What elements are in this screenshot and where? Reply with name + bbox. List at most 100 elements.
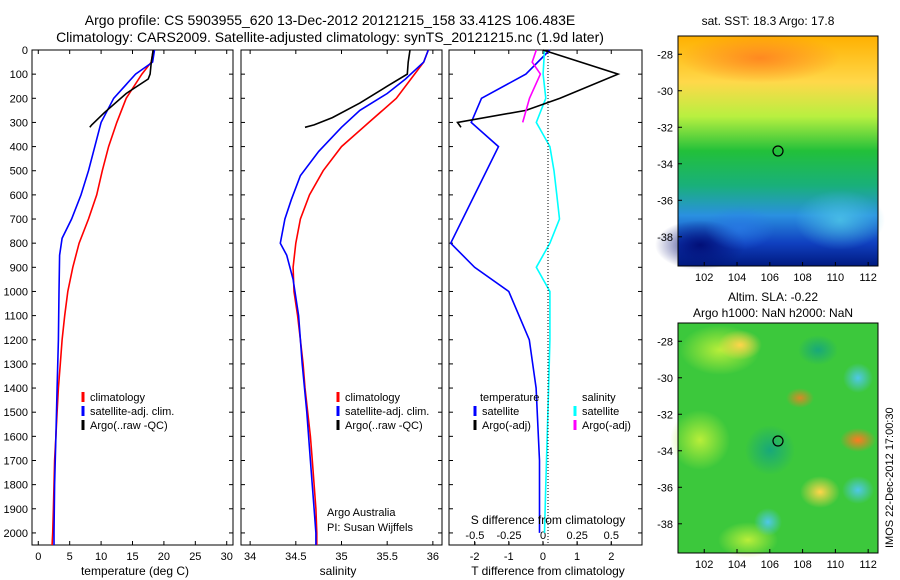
lat-tick-label: -28 bbox=[657, 49, 673, 61]
lon-tick-label: 108 bbox=[793, 272, 811, 284]
sla-map-ticks: 102 104 106 108 110 112 -28 -30 -32 -34 -36 -38 bbox=[657, 336, 877, 571]
x-tick-label: 2 bbox=[608, 551, 614, 563]
y-tick-label: 0 bbox=[22, 45, 28, 57]
salinity-legend: climatology satellite-adj. clim. Argo(..… bbox=[336, 392, 429, 432]
x-tick-label: 36 bbox=[427, 551, 439, 563]
legend-label-s-argo: Argo(-adj) bbox=[582, 420, 631, 432]
lat-tick-label: -38 bbox=[657, 519, 673, 531]
lon-tick-label: 106 bbox=[761, 559, 779, 571]
series-line-satellite bbox=[535, 49, 561, 533]
argo-australia-annotation: Argo Australia bbox=[327, 507, 396, 519]
x2-tick-label: 0.5 bbox=[604, 530, 619, 542]
lon-tick-label: 110 bbox=[827, 272, 845, 284]
temperature-legend: climatology satellite-adj. clim. Argo(..… bbox=[81, 392, 174, 432]
legend-label-satellite-adj: satellite-adj. clim. bbox=[345, 406, 429, 418]
legend-label-s-satellite: satellite bbox=[582, 406, 619, 418]
imos-timestamp: IMOS 22-Dec-2012 17:00:30 bbox=[884, 407, 896, 548]
sla-map bbox=[670, 322, 879, 558]
legend-label-climatology: climatology bbox=[345, 392, 401, 404]
x-tick-label: 35.5 bbox=[376, 551, 397, 563]
sla-cyan-patch-1 bbox=[843, 363, 873, 393]
lon-tick-label: 104 bbox=[728, 272, 746, 284]
salinity-xlabel: salinity bbox=[320, 564, 357, 578]
pi-annotation: PI: Susan Wijffels bbox=[327, 522, 413, 534]
sla-argo-marker bbox=[772, 435, 784, 447]
lon-tick-label: 104 bbox=[728, 559, 746, 571]
y-tick-label: 1200 bbox=[4, 335, 28, 347]
sla-map-title-line1: Altim. SLA: -0.22 bbox=[728, 290, 818, 304]
y-tick-label: 1500 bbox=[4, 407, 28, 419]
difference-plot-area bbox=[448, 49, 643, 546]
x-tick-label: 0 bbox=[540, 551, 546, 563]
lat-tick-label: -30 bbox=[657, 373, 673, 385]
legend-header-temperature: temperature bbox=[480, 392, 539, 404]
series-line-argo-raw-qc bbox=[89, 49, 154, 128]
salinity-plot-area bbox=[240, 49, 443, 546]
sla-lime-patch-2 bbox=[670, 410, 730, 470]
sla-cyan-patch-2 bbox=[754, 508, 782, 536]
x-tick-label: 25 bbox=[189, 551, 201, 563]
series-line-argo-raw-qc bbox=[304, 49, 411, 129]
series-line-satellite bbox=[449, 49, 551, 533]
lat-tick-label: -28 bbox=[657, 336, 673, 348]
sla-cyan-patch-3 bbox=[842, 476, 874, 504]
temperature-xlabel: temperature (deg C) bbox=[81, 564, 189, 578]
legend-label-t-satellite: satellite bbox=[482, 406, 519, 418]
x-tick-label: 34.5 bbox=[285, 551, 306, 563]
x-tick-label: 34 bbox=[244, 551, 256, 563]
x-tick-label: 1 bbox=[574, 551, 580, 563]
lat-tick-label: -32 bbox=[657, 409, 673, 421]
x2-tick-label: -0.5 bbox=[465, 530, 484, 542]
sla-yellow-patch-1 bbox=[718, 330, 762, 360]
legend-label-t-argo: Argo(-adj) bbox=[482, 420, 531, 432]
x-tick-label: 15 bbox=[126, 551, 138, 563]
figure-title-line2: Climatology: CARS2009. Satellite-adjuste… bbox=[56, 29, 604, 45]
legend-header-salinity: salinity bbox=[582, 392, 616, 404]
x2-tick-label: 0.25 bbox=[567, 530, 588, 542]
temperature-plot-area bbox=[31, 49, 234, 546]
y-tick-label: 1800 bbox=[4, 480, 28, 492]
figure-title-line1: Argo profile: CS 5903955_620 13-Dec-2012… bbox=[85, 12, 575, 28]
sst-map-frame bbox=[677, 35, 879, 267]
profile-lines bbox=[51, 49, 621, 546]
lat-tick-label: -32 bbox=[657, 122, 673, 134]
lon-tick-label: 102 bbox=[695, 272, 713, 284]
y-tick-label: 500 bbox=[10, 166, 28, 178]
x-tick-label: 20 bbox=[158, 551, 170, 563]
sst-cyan-patch bbox=[795, 190, 885, 250]
x-tick-label: -1 bbox=[504, 551, 514, 563]
sst-map-title: sat. SST: 18.3 Argo: 17.8 bbox=[702, 14, 835, 28]
sst-warm-patch bbox=[680, 33, 840, 83]
difference-xlabel: T difference from climatology bbox=[471, 564, 625, 578]
difference-legend: temperature satellite Argo(-adj) salinit… bbox=[473, 392, 631, 432]
y-tick-label: 300 bbox=[10, 117, 28, 129]
y-tick-label: 2000 bbox=[4, 528, 28, 540]
sla-map-frame bbox=[677, 322, 879, 554]
y-tick-label: 700 bbox=[10, 214, 28, 226]
sla-map-title-line2: Argo h1000: NaN h2000: NaN bbox=[693, 306, 853, 320]
legend-label-climatology: climatology bbox=[90, 392, 146, 404]
lon-tick-label: 110 bbox=[827, 559, 845, 571]
y-tick-label: 1300 bbox=[4, 359, 28, 371]
y-tick-label: 400 bbox=[10, 142, 28, 154]
sla-orange-patch-1 bbox=[786, 388, 814, 408]
x-tick-label: 10 bbox=[95, 551, 107, 563]
lon-tick-label: 106 bbox=[761, 272, 779, 284]
series-line-argo-adj bbox=[521, 49, 542, 123]
x-tick-label: 5 bbox=[67, 551, 73, 563]
y-tick-label: 1100 bbox=[4, 311, 28, 323]
lat-tick-label: -34 bbox=[657, 446, 673, 458]
sla-teal-patch-1 bbox=[745, 425, 795, 475]
lon-tick-label: 112 bbox=[859, 559, 877, 571]
y-tick-label: 1700 bbox=[4, 455, 28, 467]
sla-yellow-patch-2 bbox=[800, 476, 840, 508]
lat-tick-label: -34 bbox=[657, 159, 673, 171]
axis-ticks: 0 5 10 15 20 25 300100200300400500600700800900… bbox=[4, 45, 642, 563]
sla-teal-patch-2 bbox=[798, 335, 838, 365]
y-tick-label: 1000 bbox=[4, 286, 28, 298]
lon-tick-label: 112 bbox=[859, 272, 877, 284]
y-tick-label: 100 bbox=[10, 69, 28, 81]
sla-orange-patch-2 bbox=[840, 428, 876, 452]
lat-tick-label: -36 bbox=[657, 195, 673, 207]
